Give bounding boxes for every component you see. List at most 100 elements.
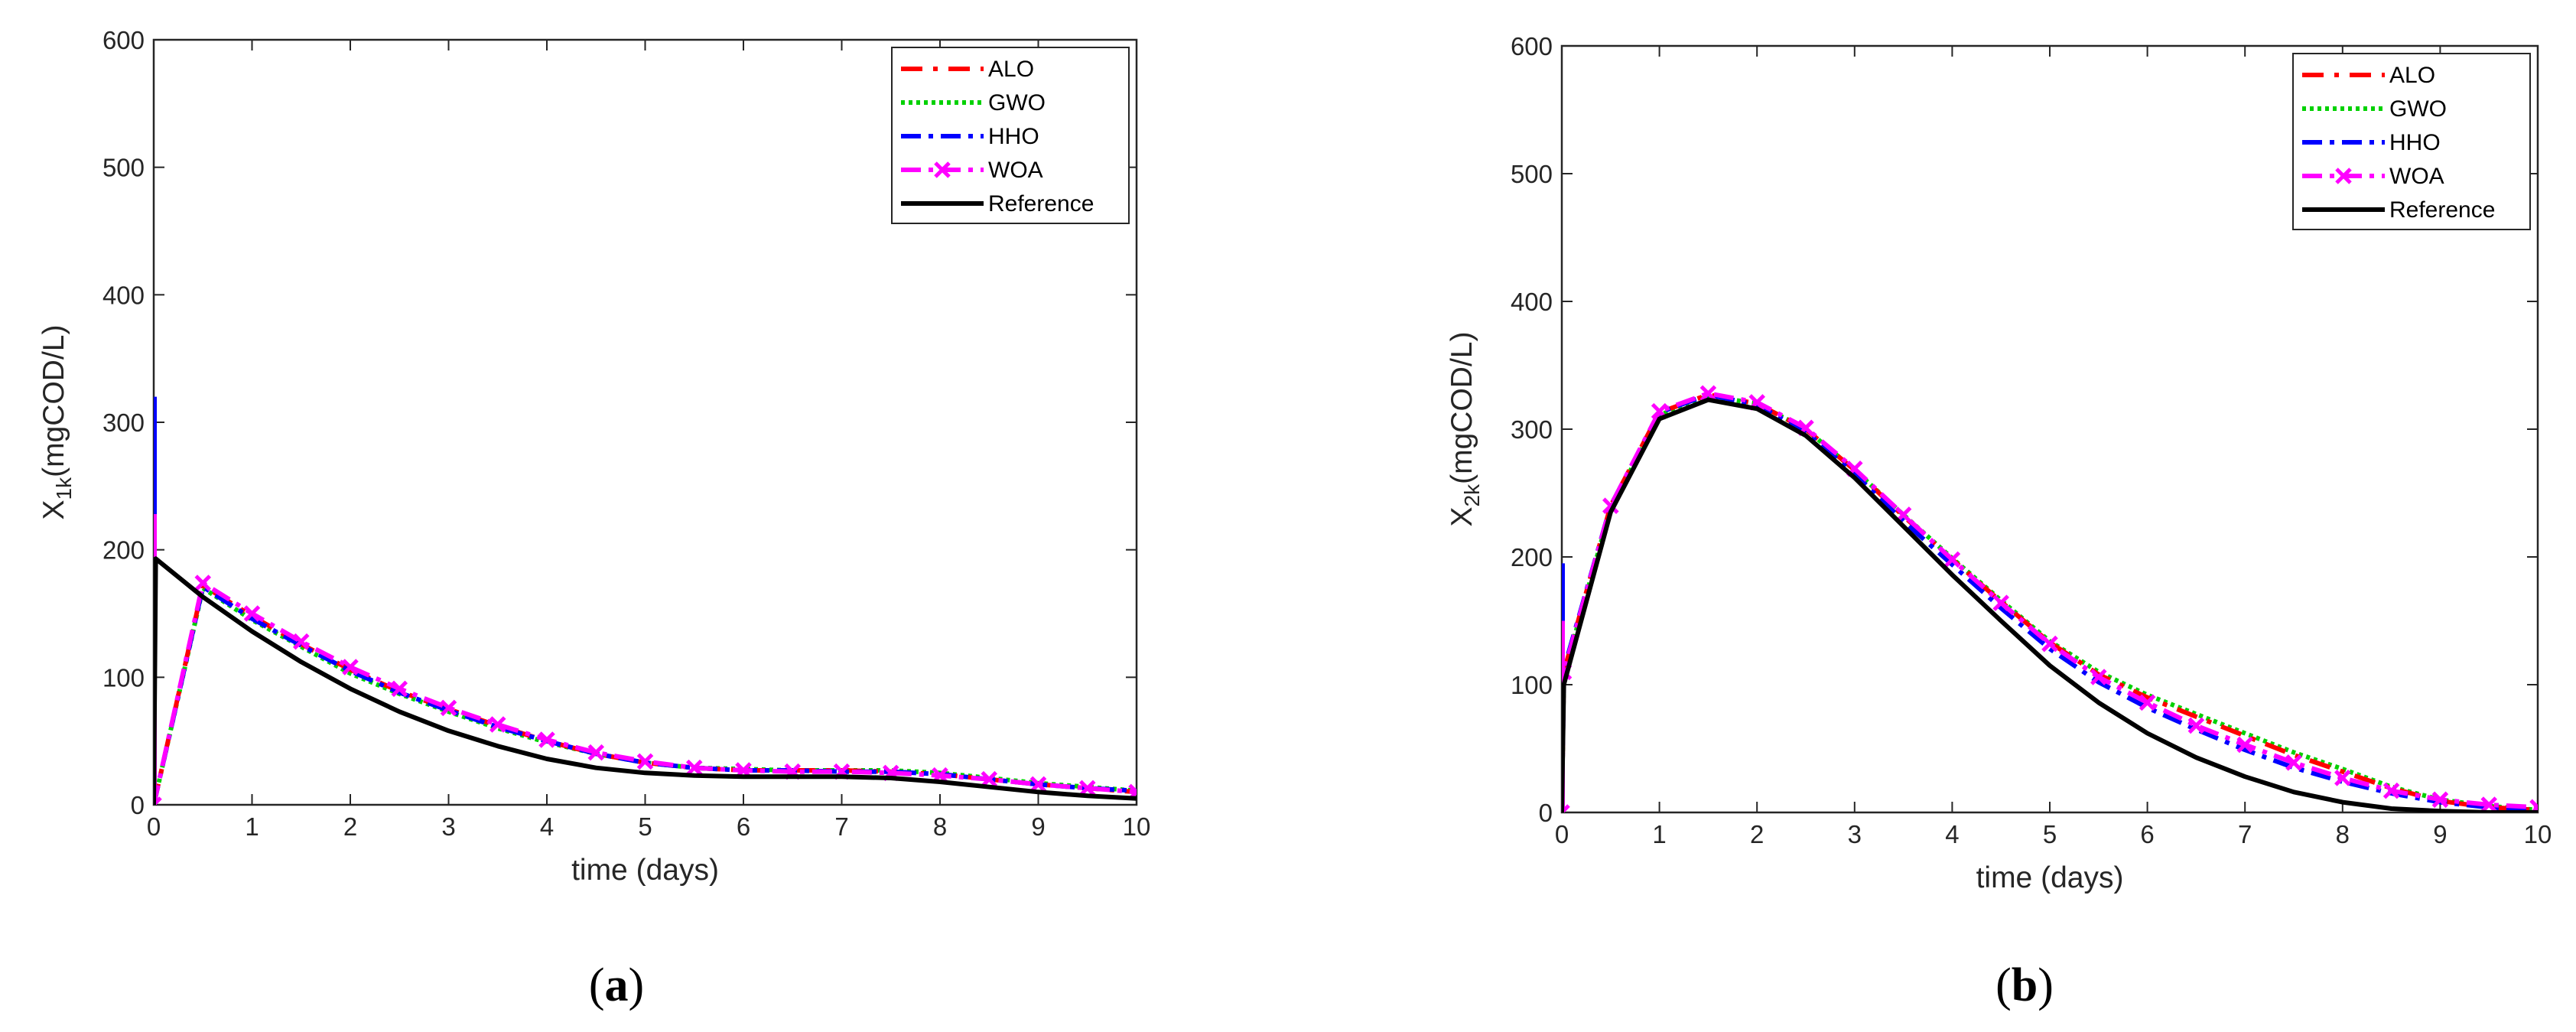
woa-marker-stroke bbox=[2090, 669, 2107, 685]
woa-marker-stroke bbox=[1128, 783, 1137, 795]
woa-marker-stroke bbox=[2285, 754, 2302, 771]
y-axis-label-main: X bbox=[37, 500, 70, 519]
woa-marker-point bbox=[1078, 780, 1096, 797]
x-tick-label: 1 bbox=[245, 812, 259, 841]
woa-marker-stroke bbox=[1992, 594, 2009, 611]
legend: ALO GWO HHO WOA Reference bbox=[891, 47, 1130, 224]
woa-marker-stroke bbox=[2236, 736, 2253, 754]
y-tick-label: 400 bbox=[102, 281, 145, 309]
y-axis-label: X2k(mgCOD/L) bbox=[1446, 332, 1484, 527]
woa-marker-point bbox=[1699, 385, 1717, 402]
y-tick-label: 600 bbox=[1511, 32, 1553, 60]
x-tick-label: 6 bbox=[2140, 820, 2154, 848]
x-tick-label: 0 bbox=[1555, 820, 1569, 848]
x-axis-label: time (days) bbox=[1976, 861, 2124, 894]
woa-marker-stroke bbox=[1029, 776, 1047, 793]
x-tick-label: 8 bbox=[2336, 820, 2350, 848]
woa-marker-point bbox=[1992, 594, 2009, 611]
legend-marker-woa bbox=[934, 161, 951, 178]
panel-caption-open: ( bbox=[589, 959, 605, 1011]
woa-marker-point bbox=[2187, 717, 2205, 734]
series-group bbox=[154, 396, 1137, 805]
y-tick-label: 200 bbox=[1511, 543, 1553, 571]
legend-label-woa: WOA bbox=[988, 158, 1043, 183]
woa-marker-point bbox=[292, 633, 310, 650]
y-axis-label-subscript: 1k bbox=[52, 477, 76, 500]
y-tick-label: 400 bbox=[1511, 288, 1553, 316]
woa-marker-point bbox=[685, 759, 703, 776]
x-tick-label: 4 bbox=[1945, 820, 1959, 848]
woa-marker-stroke bbox=[1651, 402, 1668, 420]
legend-label-gwo: GWO bbox=[2389, 96, 2447, 122]
woa-marker-point bbox=[1029, 776, 1047, 793]
woa-marker-point bbox=[489, 716, 506, 733]
woa-marker-stroke bbox=[587, 744, 605, 761]
woa-marker-stroke bbox=[538, 731, 555, 748]
woa-marker-stroke bbox=[1943, 551, 1961, 568]
woa-marker-point bbox=[194, 575, 212, 591]
woa-marker-point bbox=[2090, 669, 2107, 685]
y-tick-label: 500 bbox=[102, 154, 145, 182]
panel-caption: (b) bbox=[1995, 959, 2054, 1011]
legend-label-hho: HHO bbox=[2389, 130, 2441, 155]
y-axis-label-units: (mgCOD/L) bbox=[1446, 332, 1478, 484]
x-tick-label: 5 bbox=[638, 812, 652, 841]
x-tick-label: 7 bbox=[2238, 820, 2252, 848]
x-tick-label: 10 bbox=[2524, 820, 2552, 848]
woa-marker-stroke bbox=[243, 605, 261, 622]
y-axis-label: X1k(mgCOD/L) bbox=[37, 325, 76, 520]
x-tick-label: 0 bbox=[147, 812, 161, 841]
x-tick-label: 6 bbox=[737, 812, 750, 841]
y-tick-label: 100 bbox=[1511, 671, 1553, 699]
series-line-woa bbox=[1562, 391, 2538, 812]
woa-marker-stroke bbox=[1699, 385, 1717, 402]
x-tick-label: 3 bbox=[1848, 820, 1862, 848]
x-tick-label: 7 bbox=[834, 812, 848, 841]
woa-marker-stroke bbox=[391, 680, 408, 698]
panel-caption: (a) bbox=[589, 959, 644, 1011]
woa-marker-point bbox=[1562, 804, 1570, 812]
x-tick-label: 4 bbox=[540, 812, 554, 841]
y-tick-label: 0 bbox=[1539, 799, 1553, 827]
y-tick-label: 500 bbox=[1511, 160, 1553, 188]
woa-marker-point bbox=[2139, 694, 2156, 711]
woa-marker-stroke bbox=[2139, 694, 2156, 711]
x-tick-label: 2 bbox=[343, 812, 357, 841]
y-axis-label-subscript: 2k bbox=[1460, 483, 1484, 507]
series-line-reference bbox=[1562, 397, 2538, 812]
series-line-reference bbox=[154, 556, 1137, 805]
woa-marker-stroke bbox=[154, 796, 162, 805]
woa-marker-point bbox=[2236, 736, 2253, 754]
woa-marker-point bbox=[342, 659, 359, 676]
x-axis-label: time (days) bbox=[571, 854, 719, 887]
legend-marker-woa bbox=[2335, 168, 2352, 184]
woa-marker-point bbox=[1943, 551, 1961, 568]
y-axis-label-units: (mgCOD/L) bbox=[37, 325, 70, 477]
x-tick-label: 9 bbox=[2433, 820, 2447, 848]
woa-marker-stroke bbox=[2431, 791, 2449, 809]
panel-caption-letter: b bbox=[2012, 959, 2038, 1011]
woa-marker-point bbox=[154, 796, 162, 805]
woa-marker-point bbox=[2334, 770, 2351, 786]
woa-marker-point bbox=[636, 753, 654, 770]
woa-marker-point bbox=[440, 699, 457, 717]
y-tick-label: 300 bbox=[1511, 415, 1553, 444]
x-tick-label: 10 bbox=[1123, 812, 1151, 841]
panel-caption-open: ( bbox=[1995, 959, 2012, 1011]
y-tick-label: 200 bbox=[102, 536, 145, 565]
woa-marker-point bbox=[538, 731, 555, 748]
series-group bbox=[1562, 385, 2538, 812]
woa-marker-stroke bbox=[636, 753, 654, 770]
woa-marker-stroke bbox=[685, 759, 703, 776]
woa-marker-stroke bbox=[2529, 799, 2538, 810]
x-tick-label: 8 bbox=[933, 812, 947, 841]
woa-marker-stroke bbox=[440, 699, 457, 717]
legend-label-woa: WOA bbox=[2389, 164, 2444, 189]
woa-marker-point bbox=[243, 605, 261, 622]
legend-label-hho: HHO bbox=[988, 124, 1039, 149]
y-tick-label: 300 bbox=[102, 409, 145, 437]
woa-marker-point bbox=[587, 744, 605, 761]
legend-label-alo: ALO bbox=[2389, 63, 2435, 88]
woa-marker-stroke bbox=[1078, 780, 1096, 797]
